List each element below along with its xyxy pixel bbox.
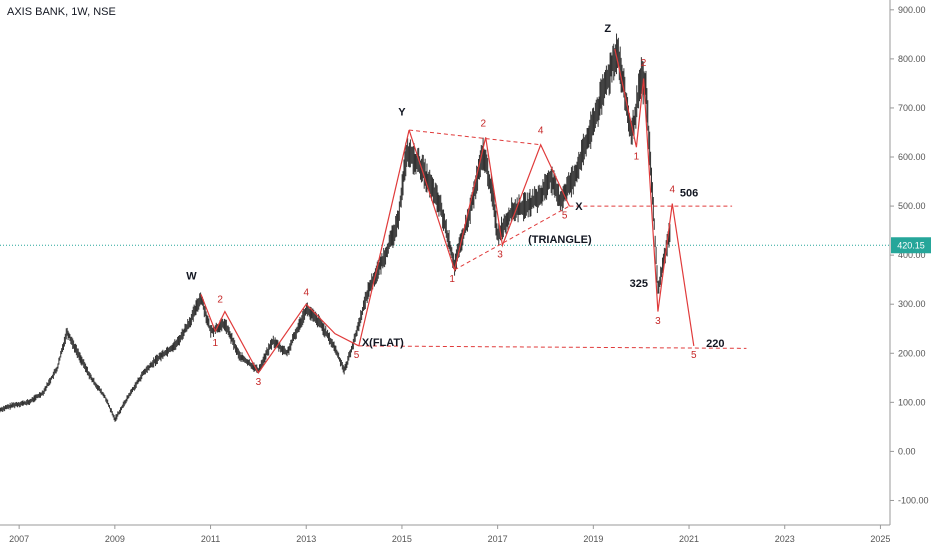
annotation-label: W: [186, 271, 197, 283]
current-price-badge: [891, 237, 931, 254]
wave-number: 2: [480, 119, 486, 130]
x-tick-label: 2007: [9, 534, 29, 544]
wave-number: 4: [670, 184, 676, 195]
wave-number: 1: [634, 151, 640, 162]
dashed-trendline: [454, 205, 570, 271]
annotation-label: X: [575, 201, 583, 213]
wave-line: [200, 294, 360, 375]
x-tick-label: 2009: [105, 534, 125, 544]
annotation-label: 325: [630, 278, 648, 290]
dashed-trendline: [358, 345, 747, 349]
x-tick-label: 2019: [583, 534, 603, 544]
x-tick-label: 2013: [296, 534, 316, 544]
y-tick-label: 900.00: [898, 5, 926, 15]
wave-line: [614, 48, 695, 347]
wave-number: 5: [354, 350, 360, 361]
wave-number: 5: [562, 210, 568, 221]
y-tick-label: 500.00: [898, 201, 926, 211]
y-tick-label: -100.00: [898, 495, 929, 505]
annotation-label: 506: [680, 187, 698, 199]
y-tick-label: 400.00: [898, 250, 926, 260]
wave-number: 3: [256, 377, 262, 388]
wave-number: 4: [303, 287, 309, 298]
wave-number: 2: [217, 295, 223, 306]
dashed-trendline: [409, 129, 541, 146]
wave-number: 1: [449, 274, 455, 285]
wave-line: [408, 129, 570, 273]
wave-number: 2: [641, 58, 647, 69]
x-tick-label: 2017: [488, 534, 508, 544]
y-tick-label: 200.00: [898, 348, 926, 358]
current-price-label: 420.15: [897, 240, 925, 250]
y-tick-label: 600.00: [898, 152, 926, 162]
x-tick-label: 2011: [201, 534, 220, 544]
y-tick-label: 800.00: [898, 54, 926, 64]
wave-line: [358, 129, 410, 347]
y-tick-label: 300.00: [898, 299, 926, 309]
x-tick-label: 2025: [870, 534, 890, 544]
annotation-label: Z: [604, 23, 611, 35]
y-tick-label: 700.00: [898, 103, 926, 113]
x-tick-label: 2015: [392, 534, 412, 544]
annotation-label: X(FLAT): [362, 337, 404, 349]
candle-series: [0, 33, 671, 422]
y-tick-label: 100.00: [898, 397, 926, 407]
wave-number: 5: [691, 350, 697, 361]
x-tick-label: 2023: [775, 534, 795, 544]
wave-number: 4: [538, 125, 544, 136]
annotation-label: Y: [398, 106, 406, 118]
x-tick-label: 2021: [679, 534, 699, 544]
annotation-label: (TRIANGLE): [528, 234, 592, 246]
annotation-label: 220: [706, 338, 724, 350]
chart-title: AXIS BANK, 1W, NSE: [7, 6, 116, 18]
wave-number: 3: [497, 250, 503, 261]
wave-number: 1: [213, 338, 219, 349]
y-tick-label: 0.00: [898, 446, 916, 456]
wave-number: 3: [655, 316, 661, 327]
